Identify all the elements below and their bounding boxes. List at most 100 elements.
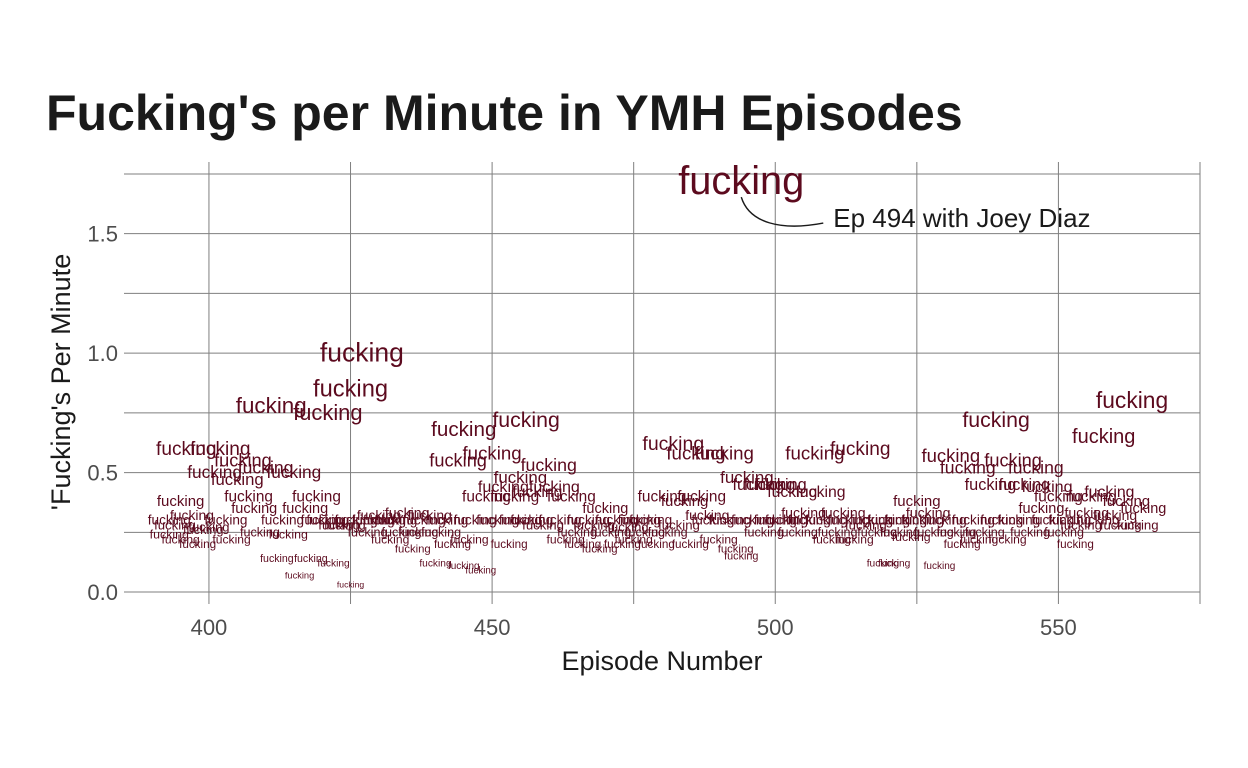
data-point-label: fucking <box>491 538 528 551</box>
data-point-label: fucking <box>154 517 196 532</box>
data-point-label: fucking <box>937 525 977 539</box>
data-point-label: fucking <box>292 488 341 505</box>
data-point-label: fucking <box>510 513 553 528</box>
data-point-label: fucking <box>434 538 471 551</box>
data-point-label: fucking <box>429 450 487 470</box>
data-point-label: fucking <box>260 553 294 565</box>
x-tick-label: 500 <box>757 615 794 640</box>
data-point-label: fucking <box>835 532 873 546</box>
data-labels: fuckingfuckingfuckingfuckingfuckingfucki… <box>148 159 1168 590</box>
data-point-label: fucking <box>906 505 951 521</box>
data-point-label: fucking <box>813 532 851 546</box>
data-point-label: fucking <box>922 445 981 466</box>
data-point-label: fucking <box>845 517 887 532</box>
data-point-label: fucking <box>395 544 431 556</box>
data-point-label: fucking <box>285 570 314 580</box>
data-point-label: fucking <box>236 393 307 418</box>
data-point-label: fucking <box>573 517 615 532</box>
data-point-label: fucking <box>1093 507 1137 523</box>
data-point-label: fucking <box>638 488 687 505</box>
x-axis-title: Episode Number <box>561 646 762 676</box>
data-point-label: fucking <box>214 450 272 470</box>
data-point-label: fucking <box>629 513 672 528</box>
data-point-label: fucking <box>720 468 774 487</box>
data-point-label: fucking <box>767 484 817 501</box>
data-point-label: fucking <box>211 470 264 489</box>
data-point-label: fucking <box>582 501 628 517</box>
data-point-label: fucking <box>642 433 704 455</box>
data-point-label: fucking <box>294 553 328 565</box>
data-point-label: fucking <box>462 442 521 463</box>
data-point-label: fucking <box>156 439 217 460</box>
data-point-label: fucking <box>778 525 818 539</box>
data-point-label: fucking <box>892 530 931 544</box>
data-point-label: fucking <box>1060 517 1102 532</box>
data-point-label: fucking <box>997 513 1040 528</box>
data-point-label: fucking <box>403 513 446 528</box>
data-point-label: fucking <box>450 532 488 546</box>
data-point-label: fucking <box>521 455 577 475</box>
data-point-label: fucking <box>1048 513 1091 528</box>
data-point-label: fucking <box>490 488 539 505</box>
data-point-label: fucking <box>282 501 328 517</box>
data-point-label: fucking <box>1064 505 1109 521</box>
data-point-label: fucking <box>170 507 214 523</box>
data-point-label: fucking <box>884 513 927 528</box>
data-point-label: fucking <box>1008 457 1064 477</box>
data-point-label: fucking <box>857 525 897 539</box>
data-point-label: fucking <box>658 517 700 532</box>
data-point-label: fucking <box>313 377 388 403</box>
data-point-label: fucking <box>317 559 350 570</box>
data-point-label: fucking <box>924 513 967 528</box>
data-point-label: fucking <box>666 442 725 463</box>
data-point-label: fucking <box>431 418 496 441</box>
data-point-label: fucking <box>914 525 954 539</box>
data-point-label: fucking <box>755 476 807 494</box>
data-point-label: fucking <box>148 513 191 528</box>
data-point-label: fucking <box>880 525 920 539</box>
data-point-label: fucking <box>371 532 409 546</box>
data-point-label: fucking <box>499 513 542 528</box>
data-point-label: fucking <box>269 528 308 542</box>
data-point-label: fucking <box>962 408 1029 432</box>
data-point-label: fucking <box>940 457 996 477</box>
data-point-label: fucking <box>901 513 944 528</box>
data-point-label: fucking <box>335 513 378 528</box>
data-point-label: fucking <box>1120 501 1166 517</box>
data-point-label: fucking <box>448 561 480 572</box>
data-point-label: fucking <box>944 538 981 551</box>
grid-lines <box>124 162 1201 604</box>
data-point-label: fucking <box>1072 426 1135 448</box>
data-point-label: fucking <box>1103 493 1151 510</box>
data-point-label: fucking <box>821 505 866 521</box>
data-point-label: fucking <box>827 513 870 528</box>
data-point-label: fucking <box>425 513 468 528</box>
data-point-label: fucking <box>805 513 848 528</box>
data-point-label: fucking <box>224 488 273 505</box>
data-point-label: fucking <box>672 538 709 551</box>
data-point-label: fucking <box>231 501 277 517</box>
data-point-label: fucking <box>980 513 1023 528</box>
data-point-label: fucking <box>363 513 406 528</box>
data-point-label: fucking <box>867 559 900 570</box>
data-point-label: fucking <box>788 513 831 528</box>
data-point-label: fucking <box>878 559 911 570</box>
data-point-label: fucking <box>293 400 362 425</box>
data-point-label: fucking <box>183 522 224 537</box>
data-point-label: fucking <box>522 517 564 532</box>
data-point-label: fucking <box>625 525 665 539</box>
data-point-label: fucking <box>465 566 496 577</box>
data-point-label: fucking <box>324 517 366 532</box>
data-point-label: fucking <box>724 551 758 563</box>
y-tick-label: 1.0 <box>87 341 118 366</box>
data-point-label: fucking <box>785 442 844 463</box>
annotation-curve <box>740 196 824 227</box>
y-tick-label: 0.5 <box>87 461 118 486</box>
data-point-label: fucking <box>591 525 631 539</box>
data-point-label: fucking <box>1034 488 1083 505</box>
data-point-label: fucking <box>492 408 559 432</box>
data-point-label: fucking <box>1084 484 1134 501</box>
data-point-label: fucking <box>512 484 562 501</box>
data-point-label: fucking <box>238 457 294 477</box>
data-point-label: fucking <box>732 476 784 494</box>
